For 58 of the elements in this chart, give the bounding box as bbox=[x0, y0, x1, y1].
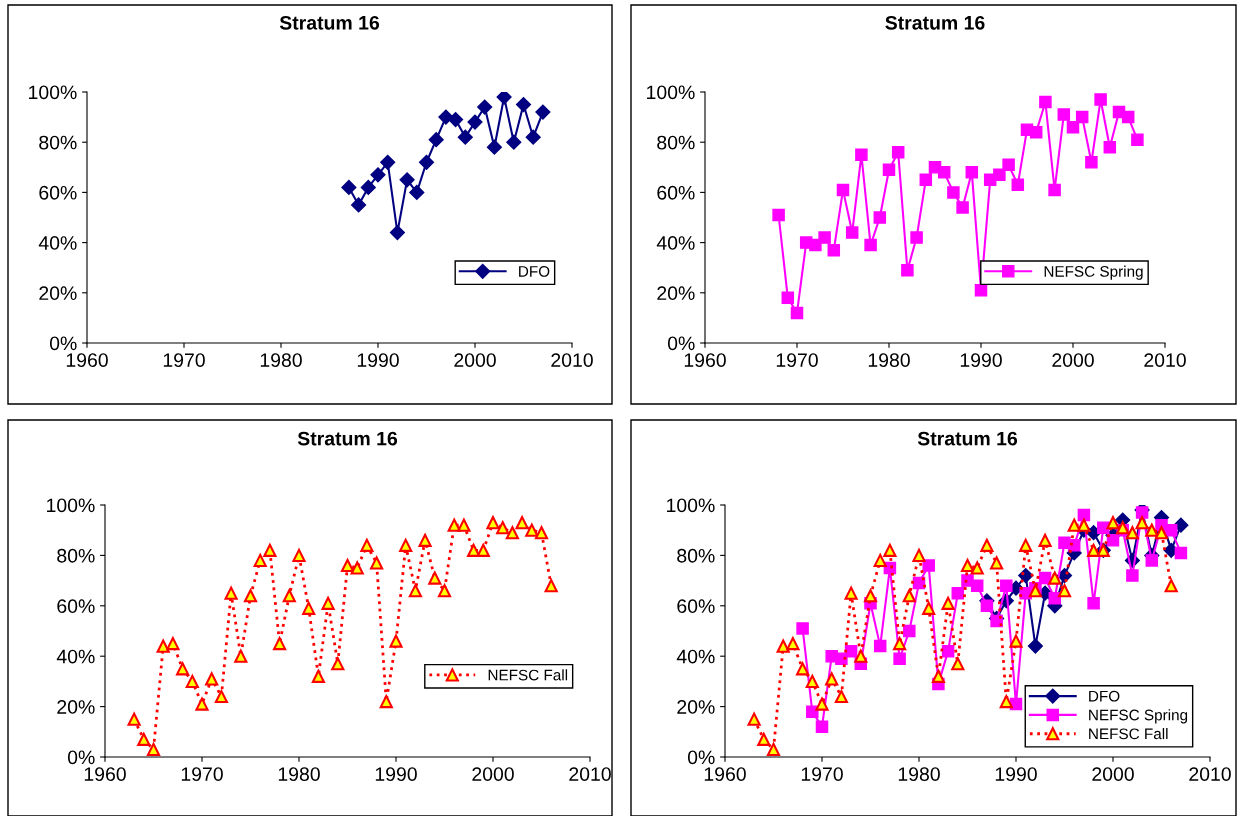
chart-title: Stratum 16 bbox=[297, 431, 398, 446]
y-tick-label: 80% bbox=[677, 548, 715, 563]
legend-label: NEFSC Spring bbox=[1044, 265, 1143, 280]
x-tick-label: 1990 bbox=[960, 353, 1002, 367]
x-tick-label: 1960 bbox=[704, 767, 746, 781]
chart-title: Stratum 16 bbox=[279, 15, 380, 30]
y-tick-label: 40% bbox=[676, 649, 715, 664]
chart-title: Stratum 16 bbox=[917, 431, 1018, 446]
x-tick-label: 1970 bbox=[181, 767, 223, 781]
y-tick-label: 0% bbox=[667, 336, 695, 351]
x-tick-label: 1990 bbox=[357, 353, 399, 367]
y-tick-label: 100% bbox=[47, 498, 95, 513]
y-tick-label: 60% bbox=[57, 599, 95, 614]
legend-label: NEFSC Fall bbox=[1089, 728, 1168, 740]
x-tick-label: 1980 bbox=[260, 353, 302, 367]
y-tick-label: 100% bbox=[667, 498, 715, 513]
y-tick-label: 40% bbox=[56, 649, 95, 664]
y-tick-label: 20% bbox=[57, 700, 95, 714]
x-tick-label: 1990 bbox=[995, 767, 1037, 781]
y-tick-label: 100% bbox=[647, 85, 695, 100]
x-tick-label: 2000 bbox=[1092, 767, 1134, 781]
x-tick-label: 2010 bbox=[569, 767, 611, 781]
legend-label: NEFSC Fall bbox=[488, 669, 568, 681]
x-tick-label: 1960 bbox=[66, 353, 108, 367]
y-tick-label: 20% bbox=[657, 286, 695, 301]
x-tick-label: 1980 bbox=[278, 767, 320, 781]
legend-label: NEFSC Spring bbox=[1089, 709, 1188, 724]
x-tick-label: 2010 bbox=[1144, 353, 1186, 367]
x-tick-label: 1980 bbox=[868, 353, 910, 367]
y-tick-label: 0% bbox=[687, 750, 715, 765]
x-tick-label: 1970 bbox=[163, 353, 205, 367]
y-tick-label: 80% bbox=[39, 135, 77, 150]
x-tick-label: 1980 bbox=[898, 767, 940, 781]
y-tick-label: 60% bbox=[657, 185, 695, 200]
chart-title: Stratum 16 bbox=[885, 15, 985, 30]
x-tick-label: 2010 bbox=[551, 353, 593, 367]
x-tick-label: 1990 bbox=[375, 767, 417, 781]
x-tick-label: 1970 bbox=[776, 353, 818, 367]
x-tick-label: 2010 bbox=[1189, 767, 1231, 781]
y-tick-label: 80% bbox=[57, 548, 95, 563]
y-tick-label: 100% bbox=[29, 85, 77, 100]
y-tick-label: 80% bbox=[657, 135, 695, 150]
y-tick-label: 0% bbox=[67, 750, 95, 765]
y-tick-label: 20% bbox=[39, 286, 77, 301]
y-tick-label: 40% bbox=[38, 236, 77, 250]
y-tick-label: 60% bbox=[677, 599, 715, 614]
y-tick-label: 20% bbox=[677, 700, 715, 714]
x-tick-label: 1970 bbox=[801, 767, 843, 781]
y-tick-label: 60% bbox=[39, 185, 77, 200]
y-tick-label: 0% bbox=[49, 336, 77, 351]
x-tick-label: 2000 bbox=[454, 353, 496, 367]
x-tick-label: 2000 bbox=[1052, 353, 1094, 367]
legend-label: DFO bbox=[519, 266, 550, 277]
y-tick-label: 40% bbox=[656, 236, 695, 250]
x-tick-label: 2000 bbox=[472, 767, 514, 781]
x-tick-label: 1960 bbox=[684, 353, 726, 367]
x-tick-label: 1960 bbox=[84, 767, 126, 781]
legend-label: DFO bbox=[1089, 690, 1120, 702]
